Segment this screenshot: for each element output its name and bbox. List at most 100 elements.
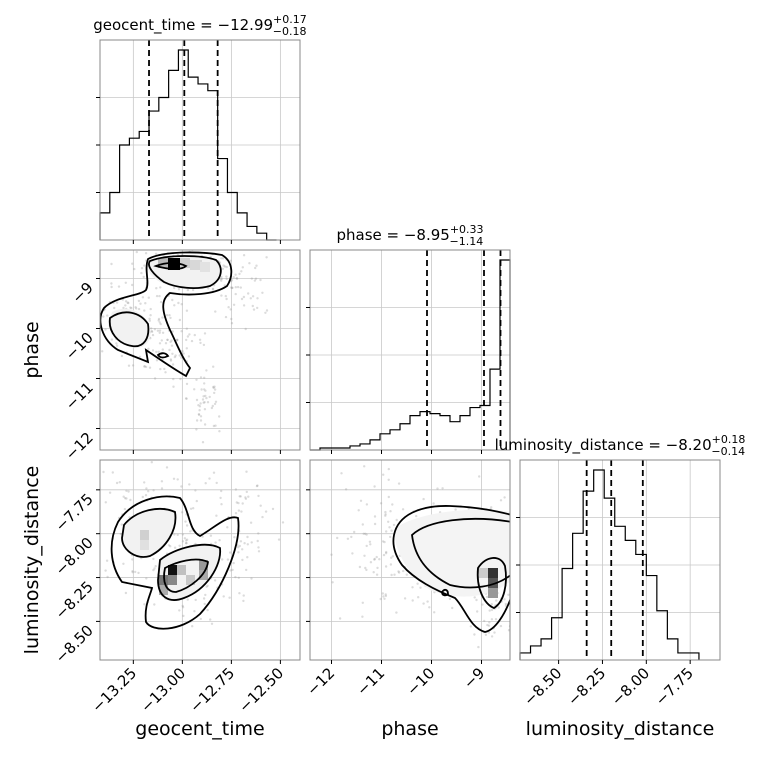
y-tick-label: −7.75 [52, 490, 97, 535]
sample-point [373, 522, 377, 526]
sample-point [127, 490, 130, 493]
sample-point [203, 602, 206, 606]
sample-point [363, 554, 366, 557]
sample-point [338, 617, 342, 620]
sample-point [304, 553, 306, 555]
x-ticks [331, 450, 482, 454]
sample-point [231, 286, 234, 290]
sample-point [144, 302, 147, 305]
sample-point [397, 570, 400, 573]
sample-point [176, 533, 179, 537]
quantile-lines [426, 250, 502, 450]
sample-point [241, 558, 244, 562]
sample-point [503, 496, 506, 499]
sample-point [170, 339, 173, 342]
sample-point [389, 535, 392, 539]
sample-point [234, 575, 237, 579]
sample-point [185, 397, 188, 400]
sample-point [384, 565, 388, 568]
sample-point [131, 571, 134, 574]
x-tick-label: −8.50 [520, 664, 565, 709]
sample-point [145, 487, 148, 490]
sample-point [151, 333, 155, 337]
sample-point [231, 568, 234, 572]
sample-point [155, 359, 159, 362]
sample-point [254, 277, 258, 280]
sample-point [432, 502, 435, 505]
sample-point [120, 354, 124, 358]
sample-point [365, 568, 368, 572]
sample-point [150, 461, 153, 464]
sample-point [159, 322, 162, 326]
sample-point [213, 388, 217, 391]
sample-point [227, 306, 230, 309]
sample-point [105, 559, 109, 562]
x-tick-labels: −8.50−8.25−8.00−7.75 [520, 664, 697, 709]
sample-point [234, 488, 238, 491]
x-ticks [132, 240, 281, 244]
quantile-lines [148, 40, 219, 240]
sample-point [235, 501, 238, 504]
sample-point [365, 533, 368, 536]
sample-point [159, 300, 163, 304]
sample-point [223, 265, 227, 268]
sample-point [388, 526, 391, 529]
sample-point [180, 303, 183, 306]
histogram-phase [310, 259, 511, 451]
sample-point [133, 267, 136, 271]
y-tick-label: −8.50 [52, 622, 97, 667]
sample-point [140, 267, 144, 270]
sample-point [180, 356, 183, 359]
sample-point [184, 397, 188, 400]
sample-point [181, 533, 185, 536]
sample-point [160, 480, 164, 483]
sample-point [239, 495, 242, 498]
sample-point [201, 535, 204, 538]
x-tick-label: −10 [403, 664, 438, 699]
sample-point [203, 376, 206, 379]
sample-point [384, 594, 388, 598]
sample-point [173, 546, 177, 549]
quantile-lines [585, 460, 644, 660]
sample-point [203, 332, 207, 335]
sample-point [185, 541, 188, 545]
sample-point [513, 515, 515, 517]
sample-point [359, 499, 363, 502]
sample-point [143, 365, 146, 368]
sample-point [259, 278, 262, 282]
sample-point [156, 329, 160, 332]
density-fill [394, 509, 510, 598]
sample-point [220, 489, 223, 493]
sample-point [160, 487, 164, 490]
sample-point [361, 523, 364, 526]
sample-point [161, 316, 164, 319]
sample-point [368, 540, 372, 543]
sample-point [220, 279, 223, 282]
sample-point [365, 503, 369, 506]
sample-point [218, 415, 221, 418]
sample-point [346, 537, 350, 540]
y-tick-label: −11 [62, 379, 97, 414]
sample-point [261, 515, 264, 519]
y-tick-labels: −8.50−8.25−8.00−7.75 [52, 490, 97, 667]
sample-point [181, 540, 185, 543]
sample-point [149, 307, 152, 311]
sample-point [218, 539, 221, 542]
y-tick-label: −12 [62, 429, 97, 464]
sample-point [331, 581, 334, 584]
sample-point [257, 546, 260, 549]
sample-point [451, 606, 454, 610]
sample-point [233, 536, 236, 539]
sample-point [383, 540, 386, 544]
sample-point [358, 565, 362, 569]
sample-point [226, 558, 230, 561]
panel-geocent-time-vs-phase: −12 −11 −10 −9 phase [21, 249, 301, 464]
sample-point [244, 327, 247, 331]
density-contours [100, 251, 233, 378]
sample-point [511, 574, 513, 576]
sample-point [84, 531, 86, 533]
sample-point [229, 569, 232, 572]
sample-point [476, 610, 479, 613]
sample-point [229, 308, 232, 311]
sample-point [254, 266, 257, 270]
